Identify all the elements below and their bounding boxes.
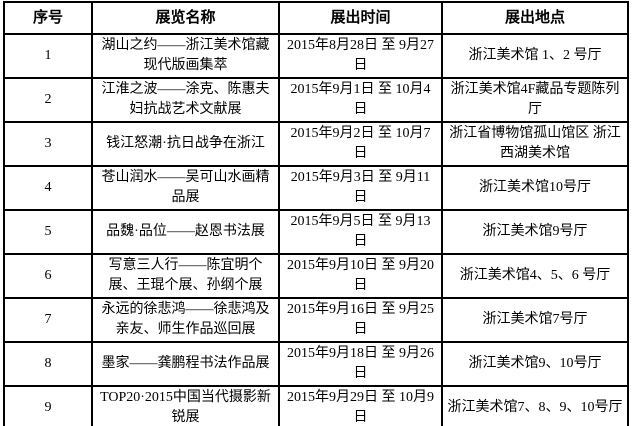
cell-name: 湖山之约——浙江美术馆藏现代版画集萃	[91, 33, 280, 79]
column-header-time: 展出时间	[278, 1, 443, 35]
column-header-location: 展出地点	[441, 1, 629, 35]
cell-index: 8	[3, 341, 93, 387]
cell-index: 2	[3, 77, 93, 123]
cell-index: 9	[3, 385, 93, 426]
table-row: 6 写意三人行——陈宜明个展、王琨个展、孙纲个展 2015年9月10日 至 9月20…	[3, 253, 629, 299]
cell-time: 2015年9月18日 至 9月26日	[278, 341, 443, 387]
cell-index: 6	[3, 253, 93, 299]
cell-time: 2015年9月5日 至 9月13日	[278, 209, 443, 255]
cell-location: 浙江美术馆10号厅	[441, 165, 629, 211]
cell-time: 2015年9月2日 至 10月7日	[278, 121, 443, 167]
cell-time: 2015年8月28日 至 9月27日	[278, 33, 443, 79]
cell-time: 2015年9月16日 至 9月25日	[278, 297, 443, 343]
cell-location: 浙江美术馆7号厅	[441, 297, 629, 343]
cell-index: 7	[3, 297, 93, 343]
cell-index: 4	[3, 165, 93, 211]
table-header-row: 序号 展览名称 展出时间 展出地点	[3, 1, 629, 35]
table-row: 1 湖山之约——浙江美术馆藏现代版画集萃 2015年8月28日 至 9月27日 浙江美…	[3, 33, 629, 79]
cell-name: 品魏·品位——赵恩书法展	[91, 209, 280, 255]
cell-name: 永远的徐悲鸿——徐悲鸿及亲友、师生作品巡回展	[91, 297, 280, 343]
cell-location: 浙江美术馆4、5、6 号厅	[441, 253, 629, 299]
cell-name: 钱江怒潮·抗日战争在浙江	[91, 121, 280, 167]
cell-name: TOP20·2015中国当代摄影新锐展	[91, 385, 280, 426]
cell-time: 2015年9月1日 至 10月4日	[278, 77, 443, 123]
cell-time: 2015年9月29日 至 10月9日	[278, 385, 443, 426]
cell-time: 2015年9月10日 至 9月20日	[278, 253, 443, 299]
exhibition-table-body: 1 湖山之约——浙江美术馆藏现代版画集萃 2015年8月28日 至 9月27日 浙江美…	[3, 33, 629, 426]
column-header-name: 展览名称	[91, 1, 280, 35]
cell-location: 浙江美术馆7、8、9、10号厅	[441, 385, 629, 426]
table-row: 8 墨家——龚鹏程书法作品展 2015年9月18日 至 9月26日 浙江美术馆9、10…	[3, 341, 629, 387]
cell-location: 浙江美术馆9、10号厅	[441, 341, 629, 387]
cell-name: 墨家——龚鹏程书法作品展	[91, 341, 280, 387]
table-row: 9 TOP20·2015中国当代摄影新锐展 2015年9月29日 至 10月9日 浙江…	[3, 385, 629, 426]
column-header-index: 序号	[3, 1, 93, 35]
cell-location: 浙江美术馆9号厅	[441, 209, 629, 255]
table-row: 5 品魏·品位——赵恩书法展 2015年9月5日 至 9月13日 浙江美术馆9号厅	[3, 209, 629, 255]
cell-name: 写意三人行——陈宜明个展、王琨个展、孙纲个展	[91, 253, 280, 299]
cell-index: 3	[3, 121, 93, 167]
exhibition-table: 序号 展览名称 展出时间 展出地点 1 湖山之约——浙江美术馆藏现代版画集萃 201…	[3, 1, 629, 426]
cell-name: 江淮之波——涂克、陈惠夫妇抗战艺术文献展	[91, 77, 280, 123]
cell-time: 2015年9月3日 至 9月11日	[278, 165, 443, 211]
cell-location: 浙江美术馆4F藏品专题陈列厅	[441, 77, 629, 123]
cell-location: 浙江美术馆 1、2 号厅	[441, 33, 629, 79]
cell-index: 1	[3, 33, 93, 79]
cell-index: 5	[3, 209, 93, 255]
table-row: 3 钱江怒潮·抗日战争在浙江 2015年9月2日 至 10月7日 浙江省博物馆孤山馆区…	[3, 121, 629, 167]
table-row: 4 苍山润水——吴可山水画精品展 2015年9月3日 至 9月11日 浙江美术馆10号…	[3, 165, 629, 211]
table-row: 2 江淮之波——涂克、陈惠夫妇抗战艺术文献展 2015年9月1日 至 10月4日 浙江…	[3, 77, 629, 123]
cell-location: 浙江省博物馆孤山馆区 浙江西湖美术馆	[441, 121, 629, 167]
cell-name: 苍山润水——吴可山水画精品展	[91, 165, 280, 211]
table-row: 7 永远的徐悲鸿——徐悲鸿及亲友、师生作品巡回展 2015年9月16日 至 9月25…	[3, 297, 629, 343]
